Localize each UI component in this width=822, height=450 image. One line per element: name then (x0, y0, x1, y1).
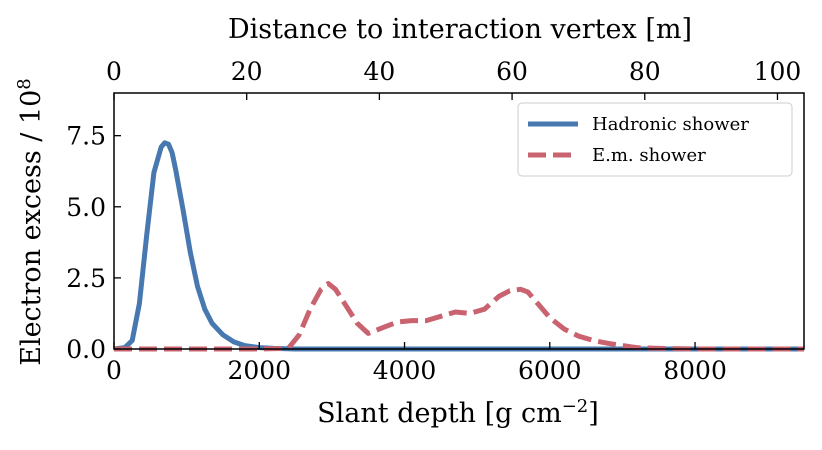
x-axis-title: Slant depth [g cm−2] (317, 396, 599, 430)
legend-label-hadronic: Hadronic shower (592, 114, 749, 135)
x-tick-label: 4000 (373, 356, 437, 385)
x-tick-label: 8000 (663, 356, 727, 385)
y-axis-title-exponent: 8 (14, 78, 35, 89)
plot-frame (113, 92, 805, 350)
top-x-tick-label: 20 (231, 57, 263, 86)
top-axis-title: Distance to interaction vertex [m] (228, 14, 692, 45)
y-tick-label: 0.0 (66, 335, 106, 364)
y-axis-title: Electron excess / 108 (14, 78, 48, 366)
y-tick-label: 5.0 (66, 193, 106, 222)
x-tick-label: 2000 (227, 356, 291, 385)
x-axis-title-exponent: −2 (562, 396, 589, 417)
top-x-tick-label: 60 (496, 57, 528, 86)
series-line-hadronic-shower (113, 140, 804, 352)
top-x-tick-label: 100 (754, 57, 802, 86)
series-line-e-m-shower (114, 281, 804, 352)
legend-frame (517, 102, 793, 177)
x-tick-label: 0 (106, 356, 122, 385)
x-tick-label: 6000 (518, 356, 582, 385)
x-axis-title-close: ] (588, 398, 599, 429)
legend: Hadronic shower E.m. shower (517, 102, 793, 177)
top-x-tick-label: 80 (629, 57, 661, 86)
y-axis-title-main: Electron excess / 10 (16, 90, 47, 366)
top-x-tick-label: 0 (106, 57, 122, 86)
y-tick-label: 7.5 (66, 122, 106, 151)
x-axis-title-main: Slant depth [g cm (317, 398, 562, 429)
y-tick-label: 2.5 (66, 264, 106, 293)
top-x-tick-label: 40 (363, 57, 395, 86)
legend-label-em: E.m. shower (592, 145, 706, 166)
